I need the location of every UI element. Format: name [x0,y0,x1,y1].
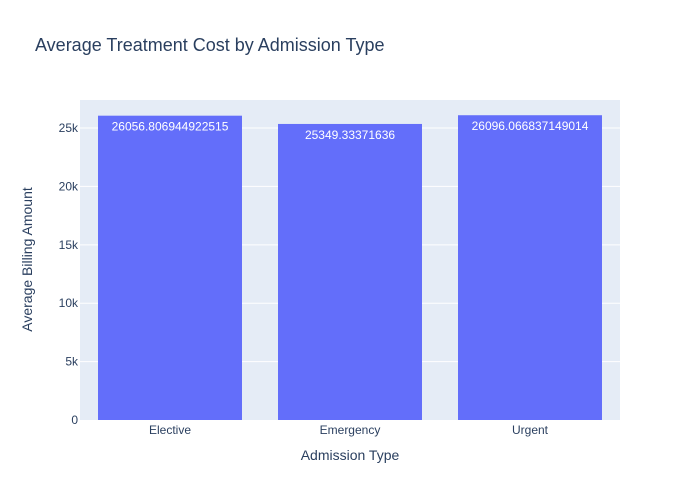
x-axis-title: Admission Type [301,447,400,463]
y-axis-title: Average Billing Amount [19,187,35,332]
bar-emergency[interactable] [278,123,422,420]
y-tick-label: 25k [59,121,79,135]
data-label-urgent: 26096.066837149014 [472,119,589,133]
y-tick-label: 20k [59,179,79,193]
y-tick-label: 0 [71,413,78,427]
y-axis-ticks: 0 5k 10k 15k 20k 25k [59,121,79,427]
bar-elective[interactable] [98,115,242,421]
y-tick-label: 15k [59,238,79,252]
data-label-emergency: 25349.33371636 [305,128,395,142]
bars [98,115,602,421]
x-tick-label: Urgent [512,423,549,437]
y-tick-label: 5k [65,355,79,369]
y-tick-label: 10k [59,296,79,310]
x-axis-ticks: Elective Emergency Urgent [149,423,549,437]
x-tick-label: Elective [149,423,191,437]
data-label-elective: 26056.806944922515 [112,120,229,134]
x-tick-label: Emergency [320,423,381,437]
bar-urgent[interactable] [458,115,602,420]
data-labels: 26056.806944922515 25349.33371636 26096.06… [112,119,589,142]
chart-title: Average Treatment Cost by Admission Type [35,35,385,55]
